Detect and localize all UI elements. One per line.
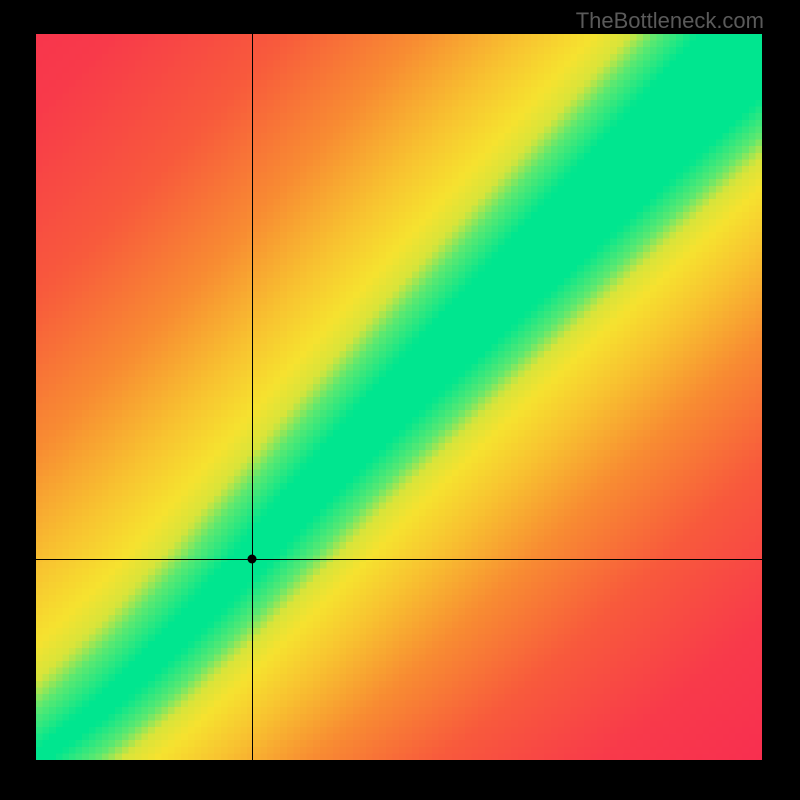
heatmap-canvas	[36, 34, 762, 760]
marker-dot	[247, 554, 256, 563]
crosshair-horizontal	[36, 559, 762, 560]
heatmap-plot-area	[36, 34, 762, 760]
watermark-text: TheBottleneck.com	[576, 8, 764, 34]
crosshair-vertical	[252, 34, 253, 760]
